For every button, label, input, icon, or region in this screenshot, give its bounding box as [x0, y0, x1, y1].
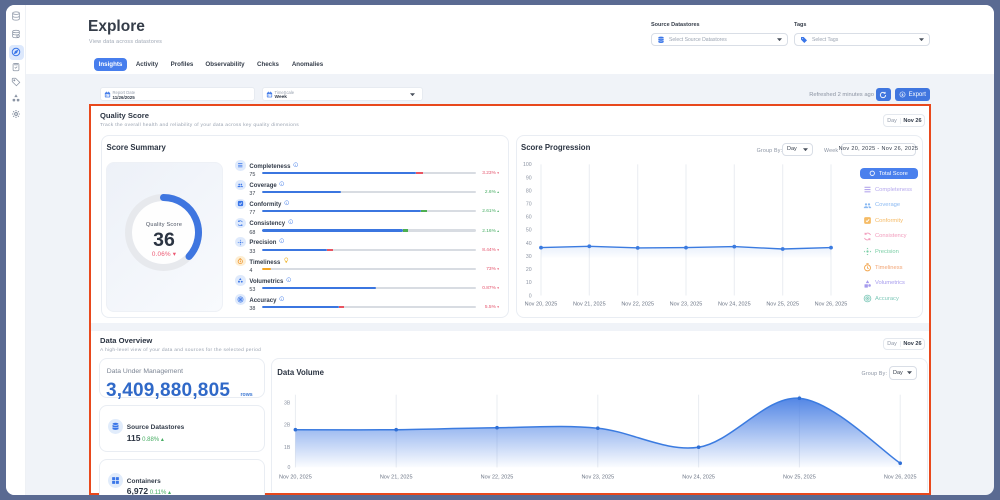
svg-text:Nov 26, 2025: Nov 26, 2025 — [815, 302, 848, 308]
svg-text:60: 60 — [526, 215, 532, 221]
svg-text:Nov 25, 2025: Nov 25, 2025 — [783, 475, 816, 481]
svg-text:3B: 3B — [284, 401, 291, 407]
svg-text:70: 70 — [526, 202, 532, 208]
svg-text:30: 30 — [526, 254, 532, 260]
svg-text:20: 20 — [526, 267, 532, 273]
svg-text:1B: 1B — [284, 445, 291, 451]
svg-text:Nov 25, 2025: Nov 25, 2025 — [766, 302, 799, 308]
svg-text:80: 80 — [526, 188, 532, 194]
svg-text:Nov 20, 2025: Nov 20, 2025 — [525, 302, 558, 308]
svg-text:Nov 23, 2025: Nov 23, 2025 — [670, 302, 703, 308]
svg-text:Nov 22, 2025: Nov 22, 2025 — [621, 302, 654, 308]
svg-text:2B: 2B — [284, 423, 291, 429]
svg-text:40: 40 — [526, 241, 532, 247]
svg-text:Nov 24, 2025: Nov 24, 2025 — [682, 475, 715, 481]
svg-text:90: 90 — [526, 175, 532, 181]
svg-text:0: 0 — [287, 465, 290, 471]
svg-text:Nov 26, 2025: Nov 26, 2025 — [883, 475, 916, 481]
svg-text:50: 50 — [526, 228, 532, 234]
svg-text:Nov 21, 2025: Nov 21, 2025 — [379, 475, 412, 481]
svg-text:10: 10 — [526, 280, 532, 286]
svg-text:Nov 20, 2025: Nov 20, 2025 — [279, 475, 312, 481]
svg-text:0: 0 — [529, 293, 532, 299]
svg-text:100: 100 — [523, 162, 532, 168]
svg-text:Nov 21, 2025: Nov 21, 2025 — [573, 302, 606, 308]
svg-text:Nov 23, 2025: Nov 23, 2025 — [581, 475, 614, 481]
svg-text:Nov 24, 2025: Nov 24, 2025 — [718, 302, 751, 308]
svg-text:Nov 22, 2025: Nov 22, 2025 — [480, 475, 513, 481]
